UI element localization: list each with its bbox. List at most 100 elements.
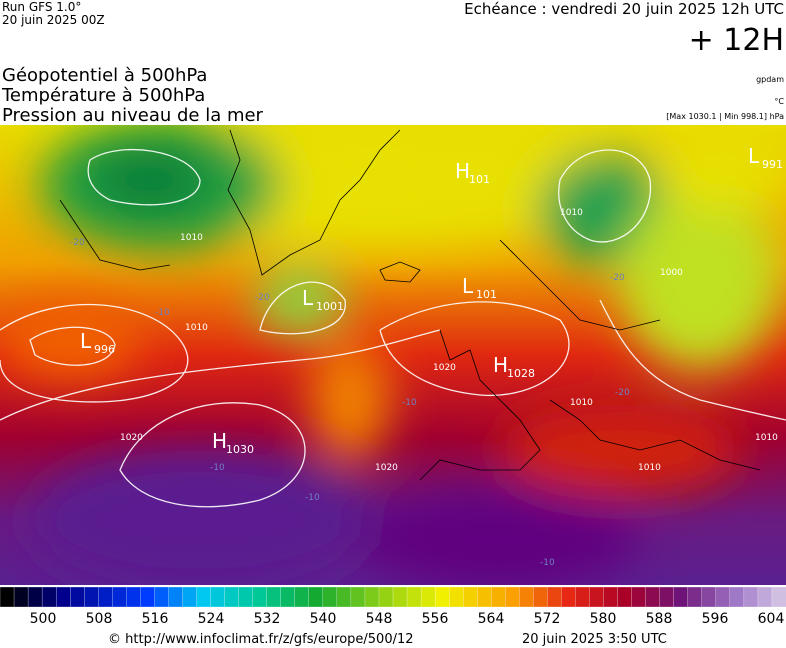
isobar-label: 1020 xyxy=(120,433,143,443)
colorbar-label: 580 xyxy=(590,611,617,627)
isobar-label: 1010 xyxy=(180,233,203,243)
colorbar-swatch xyxy=(757,586,773,608)
temperature-label: -20 xyxy=(610,273,625,283)
colorbar-swatch xyxy=(547,586,562,608)
colorbar-label: 532 xyxy=(254,611,281,627)
colorbar-swatch xyxy=(617,586,633,608)
colorbar-swatch xyxy=(41,586,57,608)
colorbar-swatch xyxy=(350,586,366,608)
isobar-label: 1010 xyxy=(570,398,593,408)
colorbar-swatch xyxy=(392,586,408,608)
colorbar-swatch xyxy=(561,586,576,608)
pressure-center-value: 991 xyxy=(762,158,783,171)
unit: gpdam xyxy=(756,75,784,84)
layer-title: Pression au niveau de la mer xyxy=(2,105,264,126)
colorbar-swatch xyxy=(477,586,492,608)
colorbar-swatch xyxy=(420,586,436,608)
colorbar-swatch xyxy=(603,586,619,608)
pressure-center-letter: H xyxy=(212,429,227,453)
colorbar-swatch xyxy=(266,586,282,608)
pressure-center-value: 1001 xyxy=(316,300,344,313)
colorbar-swatch xyxy=(687,586,703,608)
isobar-label: 1010 xyxy=(638,463,661,473)
colorbar-swatch xyxy=(673,586,689,608)
unit: °C xyxy=(774,97,784,106)
isobar-label: 1000 xyxy=(660,268,683,278)
pressure-center-letter: L xyxy=(302,286,314,310)
layer-title: Température à 500hPa xyxy=(1,85,205,106)
colorbar-swatch xyxy=(238,586,254,608)
colorbar-label: 596 xyxy=(702,611,729,627)
colorbar-swatch xyxy=(70,586,85,608)
colorbar-label: 548 xyxy=(366,611,393,627)
temperature-label: -10 xyxy=(540,558,555,568)
colorbar-swatch xyxy=(659,586,675,608)
colorbar-swatch xyxy=(112,586,127,608)
pressure-center-value: 1028 xyxy=(507,367,535,380)
isobar-label: 1010 xyxy=(755,433,778,443)
colorbar-label: 604 xyxy=(758,611,785,627)
colorbar-swatch xyxy=(378,586,394,608)
colorbar-swatch xyxy=(98,586,113,608)
lead-time: + 12H xyxy=(689,23,784,58)
colorbar-label: 572 xyxy=(534,611,561,627)
colorbar-swatch xyxy=(701,586,717,608)
colorbar-swatch xyxy=(27,586,43,608)
colorbar-swatch xyxy=(224,586,240,608)
colorbar-swatch xyxy=(196,586,211,608)
colorbar-swatch xyxy=(434,586,450,608)
colorbar-label: 516 xyxy=(142,611,169,627)
pressure-center-value: 1030 xyxy=(226,443,254,456)
temperature-label: -20 xyxy=(255,293,270,303)
colorbar-swatch xyxy=(13,586,29,608)
colorbar-swatch xyxy=(252,586,268,608)
colorbar-label: 556 xyxy=(422,611,449,627)
run-label: Run GFS 1.0° xyxy=(2,0,81,14)
isobar-label: 1010 xyxy=(560,208,583,218)
echeance: Echéance : vendredi 20 juin 2025 12h UTC xyxy=(464,0,784,18)
colorbar-label: 508 xyxy=(86,611,113,627)
colorbar-swatch xyxy=(55,586,71,608)
colorbar-swatch xyxy=(322,586,338,608)
colorbar-label: 540 xyxy=(310,611,337,627)
colorbar-swatch xyxy=(84,586,99,608)
colorbar-swatch xyxy=(645,586,661,608)
colorbar-swatch xyxy=(210,586,226,608)
temperature-label: -20 xyxy=(615,388,630,398)
temperature-label: -20 xyxy=(70,238,85,248)
colorbar-swatch xyxy=(575,586,590,608)
pressure-center-value: 996 xyxy=(94,343,115,356)
colorbar-swatch xyxy=(715,586,731,608)
colorbar-swatch xyxy=(364,586,380,608)
colorbar-swatch xyxy=(294,586,310,608)
isobar-label: 1020 xyxy=(433,363,456,373)
colorbar-swatch xyxy=(0,586,15,608)
pressure-center-letter: L xyxy=(462,274,474,298)
colorbar-swatch xyxy=(280,586,296,608)
colorbar-label: 588 xyxy=(646,611,673,627)
colorbar-swatch xyxy=(589,586,604,608)
map xyxy=(0,125,786,585)
colorbar-swatch xyxy=(336,586,352,608)
colorbar-label: 524 xyxy=(198,611,225,627)
colorbar-swatch xyxy=(743,586,759,608)
colorbar-swatch xyxy=(533,586,548,608)
temperature-label: -10 xyxy=(210,463,225,473)
colorbar-swatch xyxy=(154,586,169,608)
temperature-label: -10 xyxy=(402,398,417,408)
colorbar-swatch xyxy=(168,586,183,608)
issue-time: 20 juin 2025 3:50 UTC xyxy=(522,632,667,647)
temperature-label: -10 xyxy=(305,493,320,503)
colorbar-label: 564 xyxy=(478,611,505,627)
run-date: 20 juin 2025 00Z xyxy=(2,13,105,27)
isobar-label: 1010 xyxy=(185,323,208,333)
colorbar-swatch xyxy=(631,586,647,608)
colorbar-swatch xyxy=(771,586,786,608)
colorbar-swatch xyxy=(491,586,506,608)
pressure-center-value: 101 xyxy=(476,288,497,301)
colorbar-swatch xyxy=(519,586,534,608)
colorbar-swatch xyxy=(182,586,197,608)
unit: [Max 1030.1 | Min 998.1] hPa xyxy=(666,112,784,121)
colorbar-swatch xyxy=(448,586,464,608)
